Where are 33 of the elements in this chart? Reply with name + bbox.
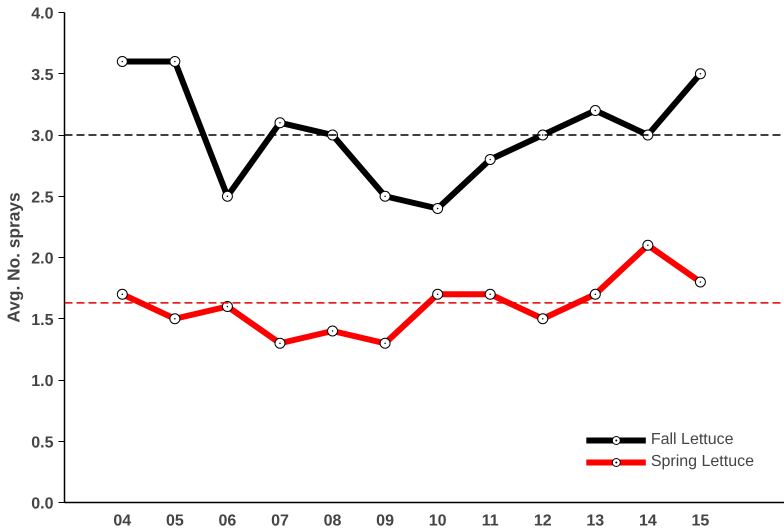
x-tick-label: 08 bbox=[324, 512, 342, 528]
y-tick-label: 0.5 bbox=[31, 434, 54, 452]
point bbox=[484, 154, 496, 165]
point bbox=[380, 190, 391, 202]
x-tick-label: 09 bbox=[376, 512, 394, 528]
x-tick-label: 14 bbox=[638, 512, 657, 528]
x-tick-label: 13 bbox=[586, 512, 604, 528]
y-tick-label: 3.5 bbox=[31, 66, 54, 84]
x-tick-label: 15 bbox=[692, 512, 710, 528]
legend-label: Fall Lettuce bbox=[650, 431, 734, 449]
y-tick-label: 2.0 bbox=[31, 250, 54, 268]
y-tick-label: 1.5 bbox=[31, 312, 54, 329]
y-tick-label: 0.0 bbox=[31, 496, 54, 512]
x-tick-label: 05 bbox=[166, 512, 184, 528]
x-tick-label: 11 bbox=[482, 512, 499, 528]
x-tick-label: 06 bbox=[218, 512, 236, 528]
x-tick-label: 07 bbox=[271, 512, 289, 528]
point bbox=[694, 68, 706, 80]
y-tick-label: 2.5 bbox=[31, 189, 54, 206]
point bbox=[432, 203, 444, 214]
point bbox=[274, 117, 286, 128]
y-tick-label: 4.0 bbox=[31, 6, 54, 22]
x-tick-label: 10 bbox=[428, 512, 447, 528]
point bbox=[116, 56, 128, 67]
point bbox=[222, 190, 233, 202]
point bbox=[169, 56, 180, 67]
y-axis-title: Avg. No. sprays bbox=[3, 192, 24, 323]
legend-label: Spring Lettuce bbox=[650, 453, 754, 471]
point bbox=[590, 105, 601, 116]
x-tick-label: 04 bbox=[113, 512, 132, 528]
y-tick-label: 3.0 bbox=[31, 128, 54, 145]
x-tick-label: 12 bbox=[534, 512, 552, 528]
y-tick-label: 1.0 bbox=[31, 373, 54, 390]
